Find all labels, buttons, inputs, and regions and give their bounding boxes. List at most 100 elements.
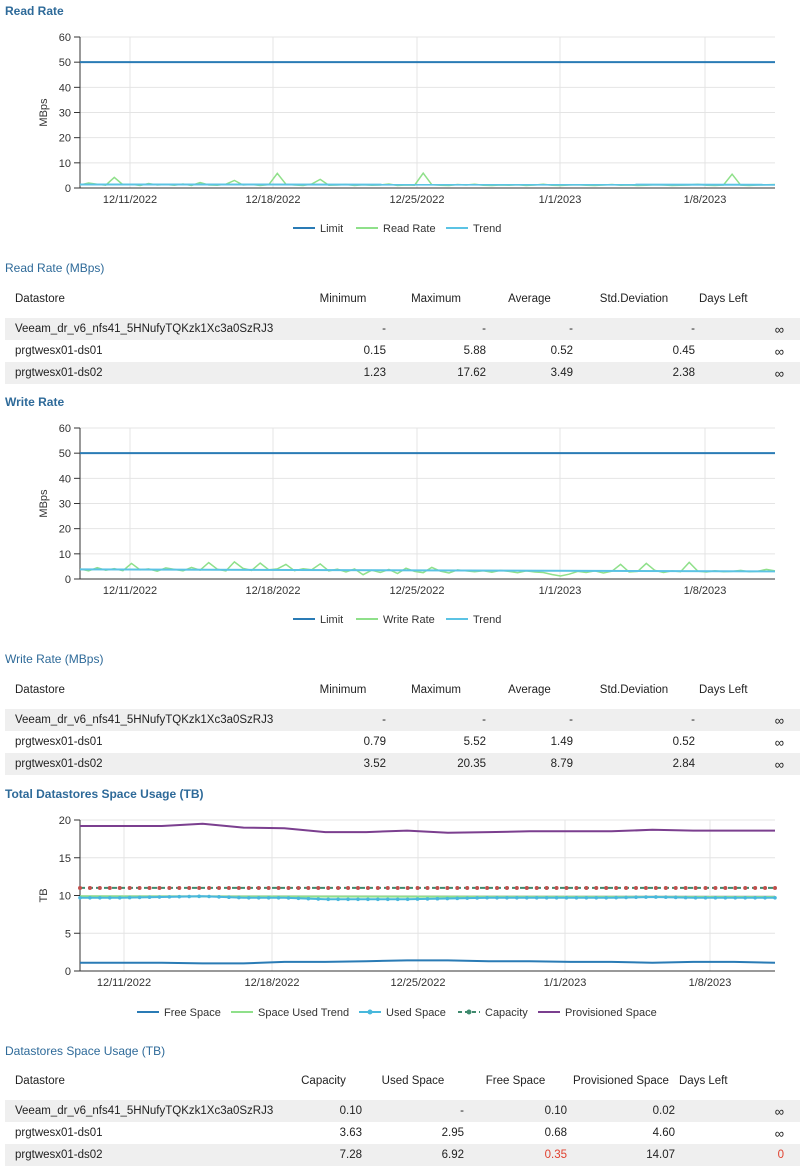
used-space-marker bbox=[117, 895, 122, 900]
capacity-marker bbox=[594, 885, 599, 890]
column-header[interactable]: Used Space bbox=[381, 1074, 445, 1087]
trend-line bbox=[79, 568, 776, 573]
datastore-name-cell: prgtwesx01-ds02 bbox=[5, 753, 300, 775]
used-space-marker bbox=[624, 895, 628, 900]
value-cell: ∞ bbox=[695, 709, 800, 731]
x-tick-label: 1/8/2023 bbox=[684, 194, 727, 206]
capacity-marker bbox=[673, 885, 678, 890]
column-header[interactable]: Maximum bbox=[411, 683, 461, 696]
datastore-name-cell: prgtwesx01-ds01 bbox=[15, 1127, 103, 1139]
capacity-marker bbox=[574, 885, 579, 890]
capacity-marker bbox=[763, 885, 768, 890]
capacity-marker bbox=[356, 885, 360, 890]
capacity-marker bbox=[107, 885, 112, 890]
value-cell: 0.79 bbox=[363, 736, 386, 748]
x-tick-label: 1/8/2023 bbox=[684, 585, 727, 597]
capacity-marker bbox=[524, 885, 529, 890]
legend-label: Limit bbox=[320, 614, 343, 626]
provisioned-space-line bbox=[80, 822, 775, 834]
capacity-marker bbox=[207, 885, 212, 890]
used-space-marker bbox=[515, 895, 519, 900]
value-cell: ∞ bbox=[695, 753, 800, 775]
y-axis-label: MBps bbox=[38, 489, 50, 518]
y-tick-label: 60 bbox=[59, 423, 71, 435]
column-header[interactable]: Std.Deviation bbox=[599, 292, 669, 305]
x-tick-label: 12/11/2022 bbox=[103, 194, 157, 206]
legend-label: Free Space bbox=[164, 1007, 221, 1019]
capacity-marker bbox=[534, 885, 539, 890]
value-cell: 0 bbox=[675, 1144, 800, 1166]
column-header[interactable]: Maximum bbox=[411, 292, 461, 305]
used-space-marker bbox=[157, 895, 162, 899]
x-tick-label: 12/18/2022 bbox=[245, 585, 300, 597]
column-header[interactable]: Capacity bbox=[301, 1074, 346, 1087]
capacity-marker bbox=[773, 885, 777, 890]
table-row: Veeam_dr_v6_nfs41_5HNufyTQKzk1Xc3a0SzRJ3… bbox=[5, 318, 800, 340]
value-cell: - bbox=[573, 318, 695, 340]
used-space-marker bbox=[227, 895, 231, 900]
used-space-marker bbox=[385, 897, 390, 902]
used-space-marker bbox=[256, 895, 261, 900]
x-tick-label: 12/18/2022 bbox=[245, 194, 300, 206]
table-row: prgtwesx01-ds02 7.28 6.92 0.35 14.07 0 bbox=[5, 1144, 800, 1166]
used-space-marker bbox=[276, 895, 281, 900]
capacity-marker bbox=[236, 885, 241, 890]
used-space-marker bbox=[763, 895, 767, 900]
used-space-marker bbox=[713, 895, 718, 900]
value-cell: 0.02 bbox=[567, 1100, 675, 1122]
column-header[interactable]: Days Left bbox=[699, 292, 748, 305]
used-space-marker bbox=[107, 895, 112, 900]
capacity-marker bbox=[375, 885, 380, 890]
column-header[interactable]: Minimum bbox=[319, 683, 367, 696]
table-row: Veeam_dr_v6_nfs41_5HNufyTQKzk1Xc3a0SzRJ3… bbox=[5, 709, 800, 731]
value-cell: 2.84 bbox=[573, 753, 695, 775]
column-header[interactable]: Days Left bbox=[679, 1074, 728, 1087]
value-cell: 3.52 bbox=[300, 753, 386, 775]
capacity-marker bbox=[385, 885, 390, 890]
x-tick-label: 1/8/2023 bbox=[689, 977, 732, 989]
y-tick-label: 50 bbox=[59, 57, 71, 69]
column-header[interactable]: Datastore bbox=[15, 1074, 65, 1087]
capacity-marker bbox=[485, 885, 490, 890]
used-space-marker bbox=[534, 895, 539, 900]
table-row: prgtwesx01-ds02 1.23 17.62 3.49 2.38 ∞ bbox=[5, 362, 800, 384]
column-header[interactable]: Datastore bbox=[15, 683, 65, 696]
used-space-marker bbox=[475, 896, 479, 900]
capacity-marker bbox=[713, 885, 718, 890]
legend-label: Space Used Trend bbox=[258, 1007, 349, 1019]
value-cell: 6.92 bbox=[362, 1144, 464, 1166]
value-cell: - bbox=[486, 709, 573, 731]
column-header[interactable]: Std.Deviation bbox=[599, 683, 669, 696]
x-tick-label: 12/11/2022 bbox=[103, 585, 157, 597]
column-header[interactable]: Minimum bbox=[319, 292, 367, 305]
capacity-marker bbox=[405, 885, 410, 890]
table-header-row: Datastore Minimum Maximum Average Std.Deviat… bbox=[5, 280, 800, 318]
y-tick-label: 20 bbox=[59, 133, 71, 145]
read-rate-title: Read Rate bbox=[5, 4, 64, 18]
y-tick-label: 0 bbox=[65, 183, 71, 195]
used-space-marker bbox=[604, 895, 609, 900]
capacity-marker bbox=[306, 885, 311, 890]
value-cell: - bbox=[486, 318, 573, 340]
table-row: prgtwesx01-ds02 3.52 20.35 8.79 2.84 ∞ bbox=[5, 753, 800, 775]
write-rate-table-title: Write Rate (MBps) bbox=[5, 652, 104, 666]
capacity-marker bbox=[445, 885, 450, 890]
value-cell: 0.10 bbox=[285, 1100, 362, 1122]
capacity-marker bbox=[187, 885, 192, 890]
table-row: prgtwesx01-ds01 0.15 5.88 0.52 0.45 ∞ bbox=[5, 340, 800, 362]
column-header[interactable]: Average bbox=[508, 292, 551, 305]
capacity-marker bbox=[495, 885, 499, 890]
used-space-marker bbox=[693, 895, 698, 900]
capacity-marker bbox=[395, 885, 400, 890]
value-cell: ∞ bbox=[695, 318, 800, 340]
datastore-name-cell: Veeam_dr_v6_nfs41_5HNufyTQKzk1Xc3a0SzRJ3 bbox=[5, 1100, 285, 1122]
column-header[interactable]: Datastore bbox=[15, 292, 65, 305]
column-header[interactable]: Free Space bbox=[485, 1074, 546, 1087]
column-header[interactable]: Provisioned Space bbox=[573, 1074, 669, 1087]
y-tick-label: 0 bbox=[65, 574, 71, 586]
used-space-marker bbox=[554, 895, 559, 900]
used-space-marker bbox=[127, 895, 132, 900]
column-header[interactable]: Average bbox=[508, 683, 551, 696]
column-header[interactable]: Days Left bbox=[699, 683, 748, 696]
capacity-marker bbox=[78, 885, 82, 890]
